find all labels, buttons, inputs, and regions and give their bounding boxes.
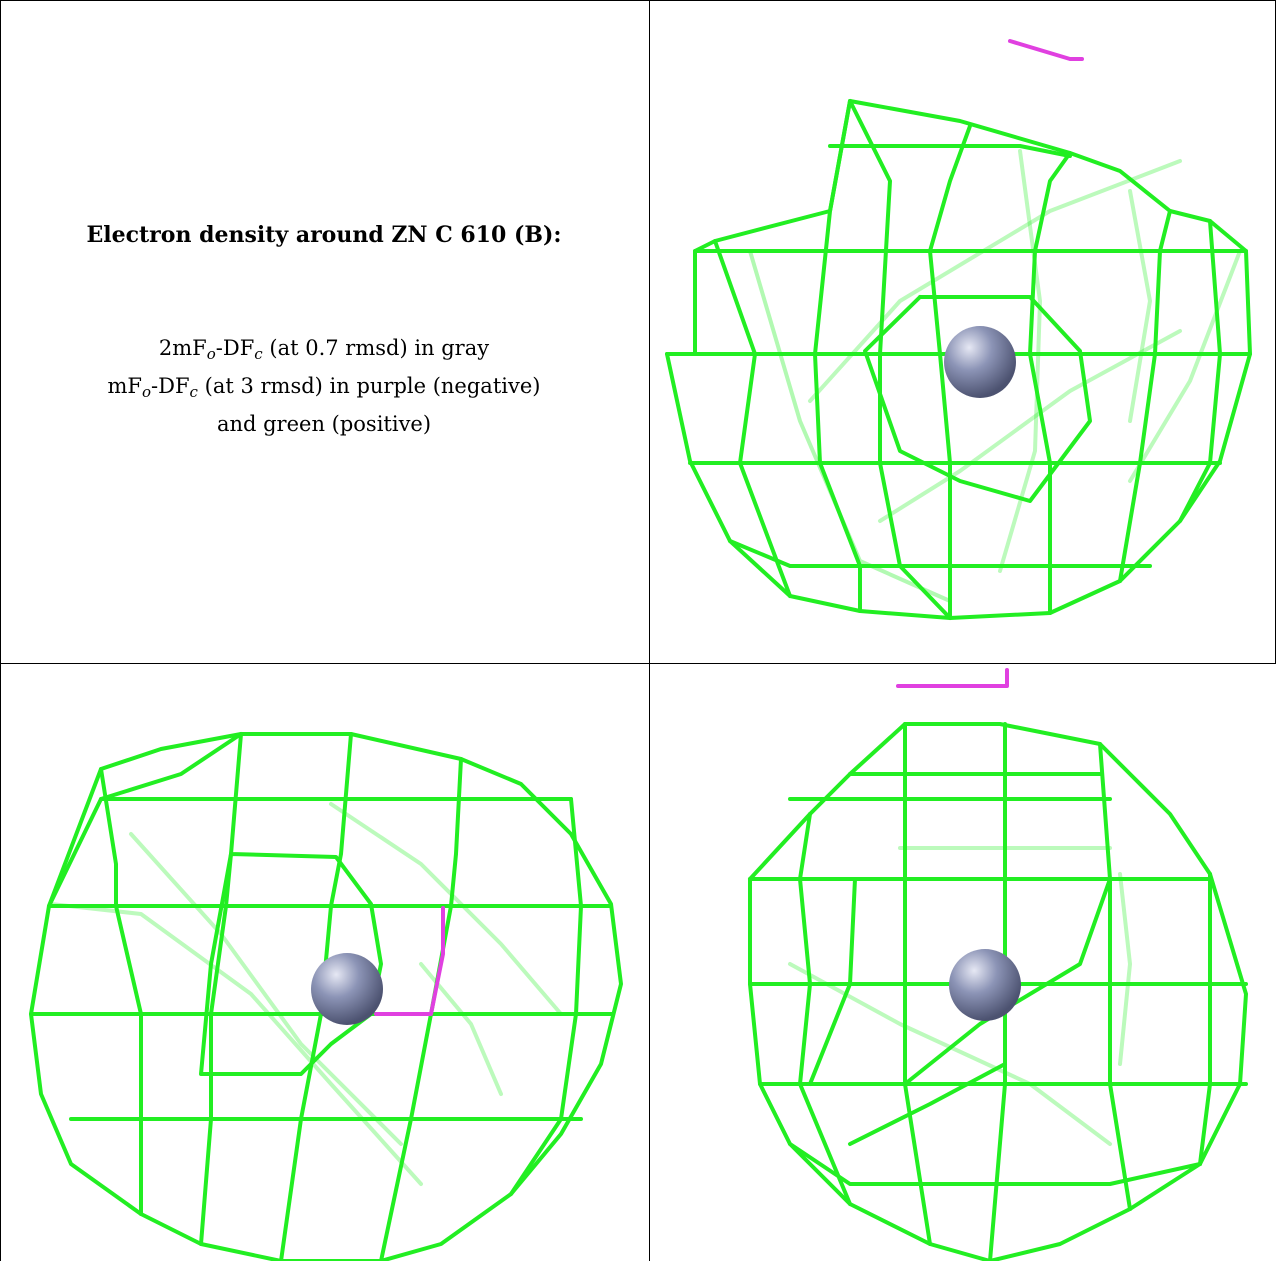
density-mesh-svg-1	[665, 39, 1252, 620]
mesh-meridian	[1198, 872, 1212, 1166]
mesh-meridian	[509, 797, 583, 1196]
mesh-inner-line	[808, 877, 857, 1086]
mesh-meridian	[848, 99, 952, 620]
mesh-meridian	[1118, 209, 1172, 583]
border-top	[0, 0, 1276, 1]
mesh-ring	[828, 144, 1072, 158]
mesh-back-line	[878, 329, 1182, 523]
zn-atom-sphere	[944, 326, 1016, 398]
mesh-back-line	[748, 249, 952, 603]
caption-line-1: 2mFo-DFc (at 0.7 rmsd) in gray	[14, 336, 634, 363]
mesh-meridian	[928, 124, 972, 620]
mesh-back-line	[998, 149, 1042, 573]
zn-atom-sphere	[311, 953, 383, 1025]
caption-cell: Electron density around ZN C 610 (B): 2m…	[14, 14, 634, 654]
mesh-meridian	[1028, 151, 1072, 615]
mesh-meridian	[1098, 742, 1132, 1211]
caption-line-3: and green (positive)	[216, 412, 432, 436]
density-view-top-right	[650, 1, 1275, 663]
divider-horizontal	[0, 663, 1276, 664]
mesh-back-line	[1128, 189, 1152, 423]
border-left	[0, 0, 1, 1261]
mesh-meridian	[903, 722, 932, 1246]
mesh-inner-ring	[199, 852, 383, 1076]
mesh-meridian	[813, 99, 862, 613]
mesh-meridian	[199, 732, 243, 1246]
mesh-ring	[728, 539, 1152, 568]
caption-line-1-sub-o: o	[206, 345, 216, 363]
mesh-meridian	[713, 239, 792, 598]
caption-line-1-suffix: (at 0.7 rmsd) in gray	[262, 336, 490, 360]
caption-line-2: mFo-DFc (at 3 rmsd) in purple (negative)	[14, 374, 634, 401]
caption-line-2-mid: -DF	[151, 374, 190, 398]
mesh-back-line	[1128, 249, 1242, 483]
density-view-bottom-left	[1, 664, 649, 1261]
mesh-inner-ring	[863, 295, 1092, 503]
mesh-back-line	[419, 962, 503, 1096]
mesh-inner-line	[848, 1062, 1007, 1146]
caption-line-2-sub-c: c	[189, 383, 198, 401]
caption-line-2-prefix: mF	[107, 374, 142, 398]
negative-density-stub	[1008, 39, 1084, 61]
caption-line-1-sub-c: c	[254, 345, 263, 363]
mesh-meridian	[1178, 219, 1222, 523]
mesh-back-line	[1118, 872, 1132, 1066]
caption-line-1-mid: -DF	[215, 336, 255, 360]
mesh-meridian	[798, 812, 852, 1206]
mesh-ring	[788, 1142, 1202, 1186]
caption-line-1-prefix: 2mF	[158, 336, 207, 360]
caption-line-2-suffix: (at 3 rmsd) in purple (negative)	[197, 374, 541, 398]
mesh-outline	[29, 732, 623, 1261]
mesh-back-line	[49, 902, 423, 1186]
zn-atom-sphere	[949, 949, 1021, 1021]
negative-density-stub	[374, 906, 445, 1016]
divider-vertical	[649, 0, 650, 1261]
mesh-inner-line	[903, 877, 1112, 1086]
density-view-bottom-right	[650, 664, 1276, 1261]
density-mesh-svg-3	[748, 668, 1248, 1261]
caption-line-2-sub-o: o	[142, 383, 152, 401]
mesh-back-line	[808, 159, 1182, 403]
density-mesh-svg-2	[29, 732, 623, 1261]
mesh-back-line	[129, 832, 403, 1146]
negative-density-stub	[896, 668, 1009, 688]
mesh-meridian	[47, 732, 243, 908]
caption-title: Electron density around ZN C 610 (B):	[86, 222, 562, 248]
mesh-meridian	[99, 767, 143, 1216]
